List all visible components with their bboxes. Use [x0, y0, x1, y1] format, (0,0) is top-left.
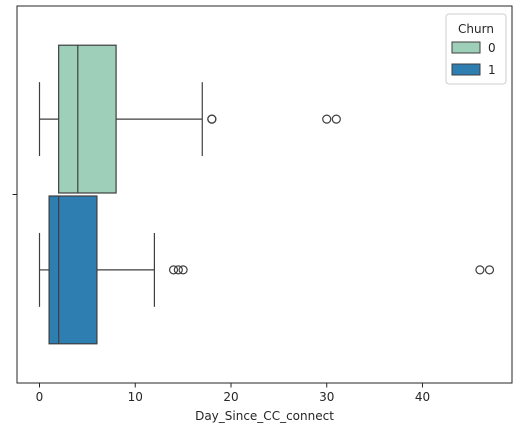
box-group-0	[38, 44, 341, 194]
box-group-1	[38, 195, 495, 345]
outlier-point	[484, 265, 495, 275]
legend-title: Churn	[458, 22, 494, 36]
x-tick-label-0: 0	[36, 390, 44, 404]
outlier-point	[178, 265, 188, 275]
legend-swatch-1	[451, 63, 481, 76]
x-tick-label-30: 30	[319, 390, 334, 404]
x-tick-label-20: 20	[223, 390, 238, 404]
outlier-point	[322, 114, 332, 124]
legend-label-1: 1	[488, 63, 496, 77]
legend-swatch-0	[451, 41, 481, 54]
box-0	[58, 44, 117, 194]
legend-label-0: 0	[488, 41, 496, 55]
box-1	[48, 195, 98, 345]
legend: Churn 0 1	[445, 13, 507, 85]
x-axis-label: Day_Since_CC_connect	[195, 409, 334, 423]
boxes	[38, 44, 495, 345]
outlier-point	[475, 265, 485, 275]
x-axis: 0 10 20 30 40	[36, 383, 430, 404]
x-tick-label-40: 40	[415, 390, 430, 404]
x-tick-label-10: 10	[128, 390, 143, 404]
outlier-point	[168, 265, 179, 275]
outlier-point	[331, 114, 341, 124]
outlier-point	[173, 265, 183, 275]
outlier-point	[207, 114, 217, 124]
